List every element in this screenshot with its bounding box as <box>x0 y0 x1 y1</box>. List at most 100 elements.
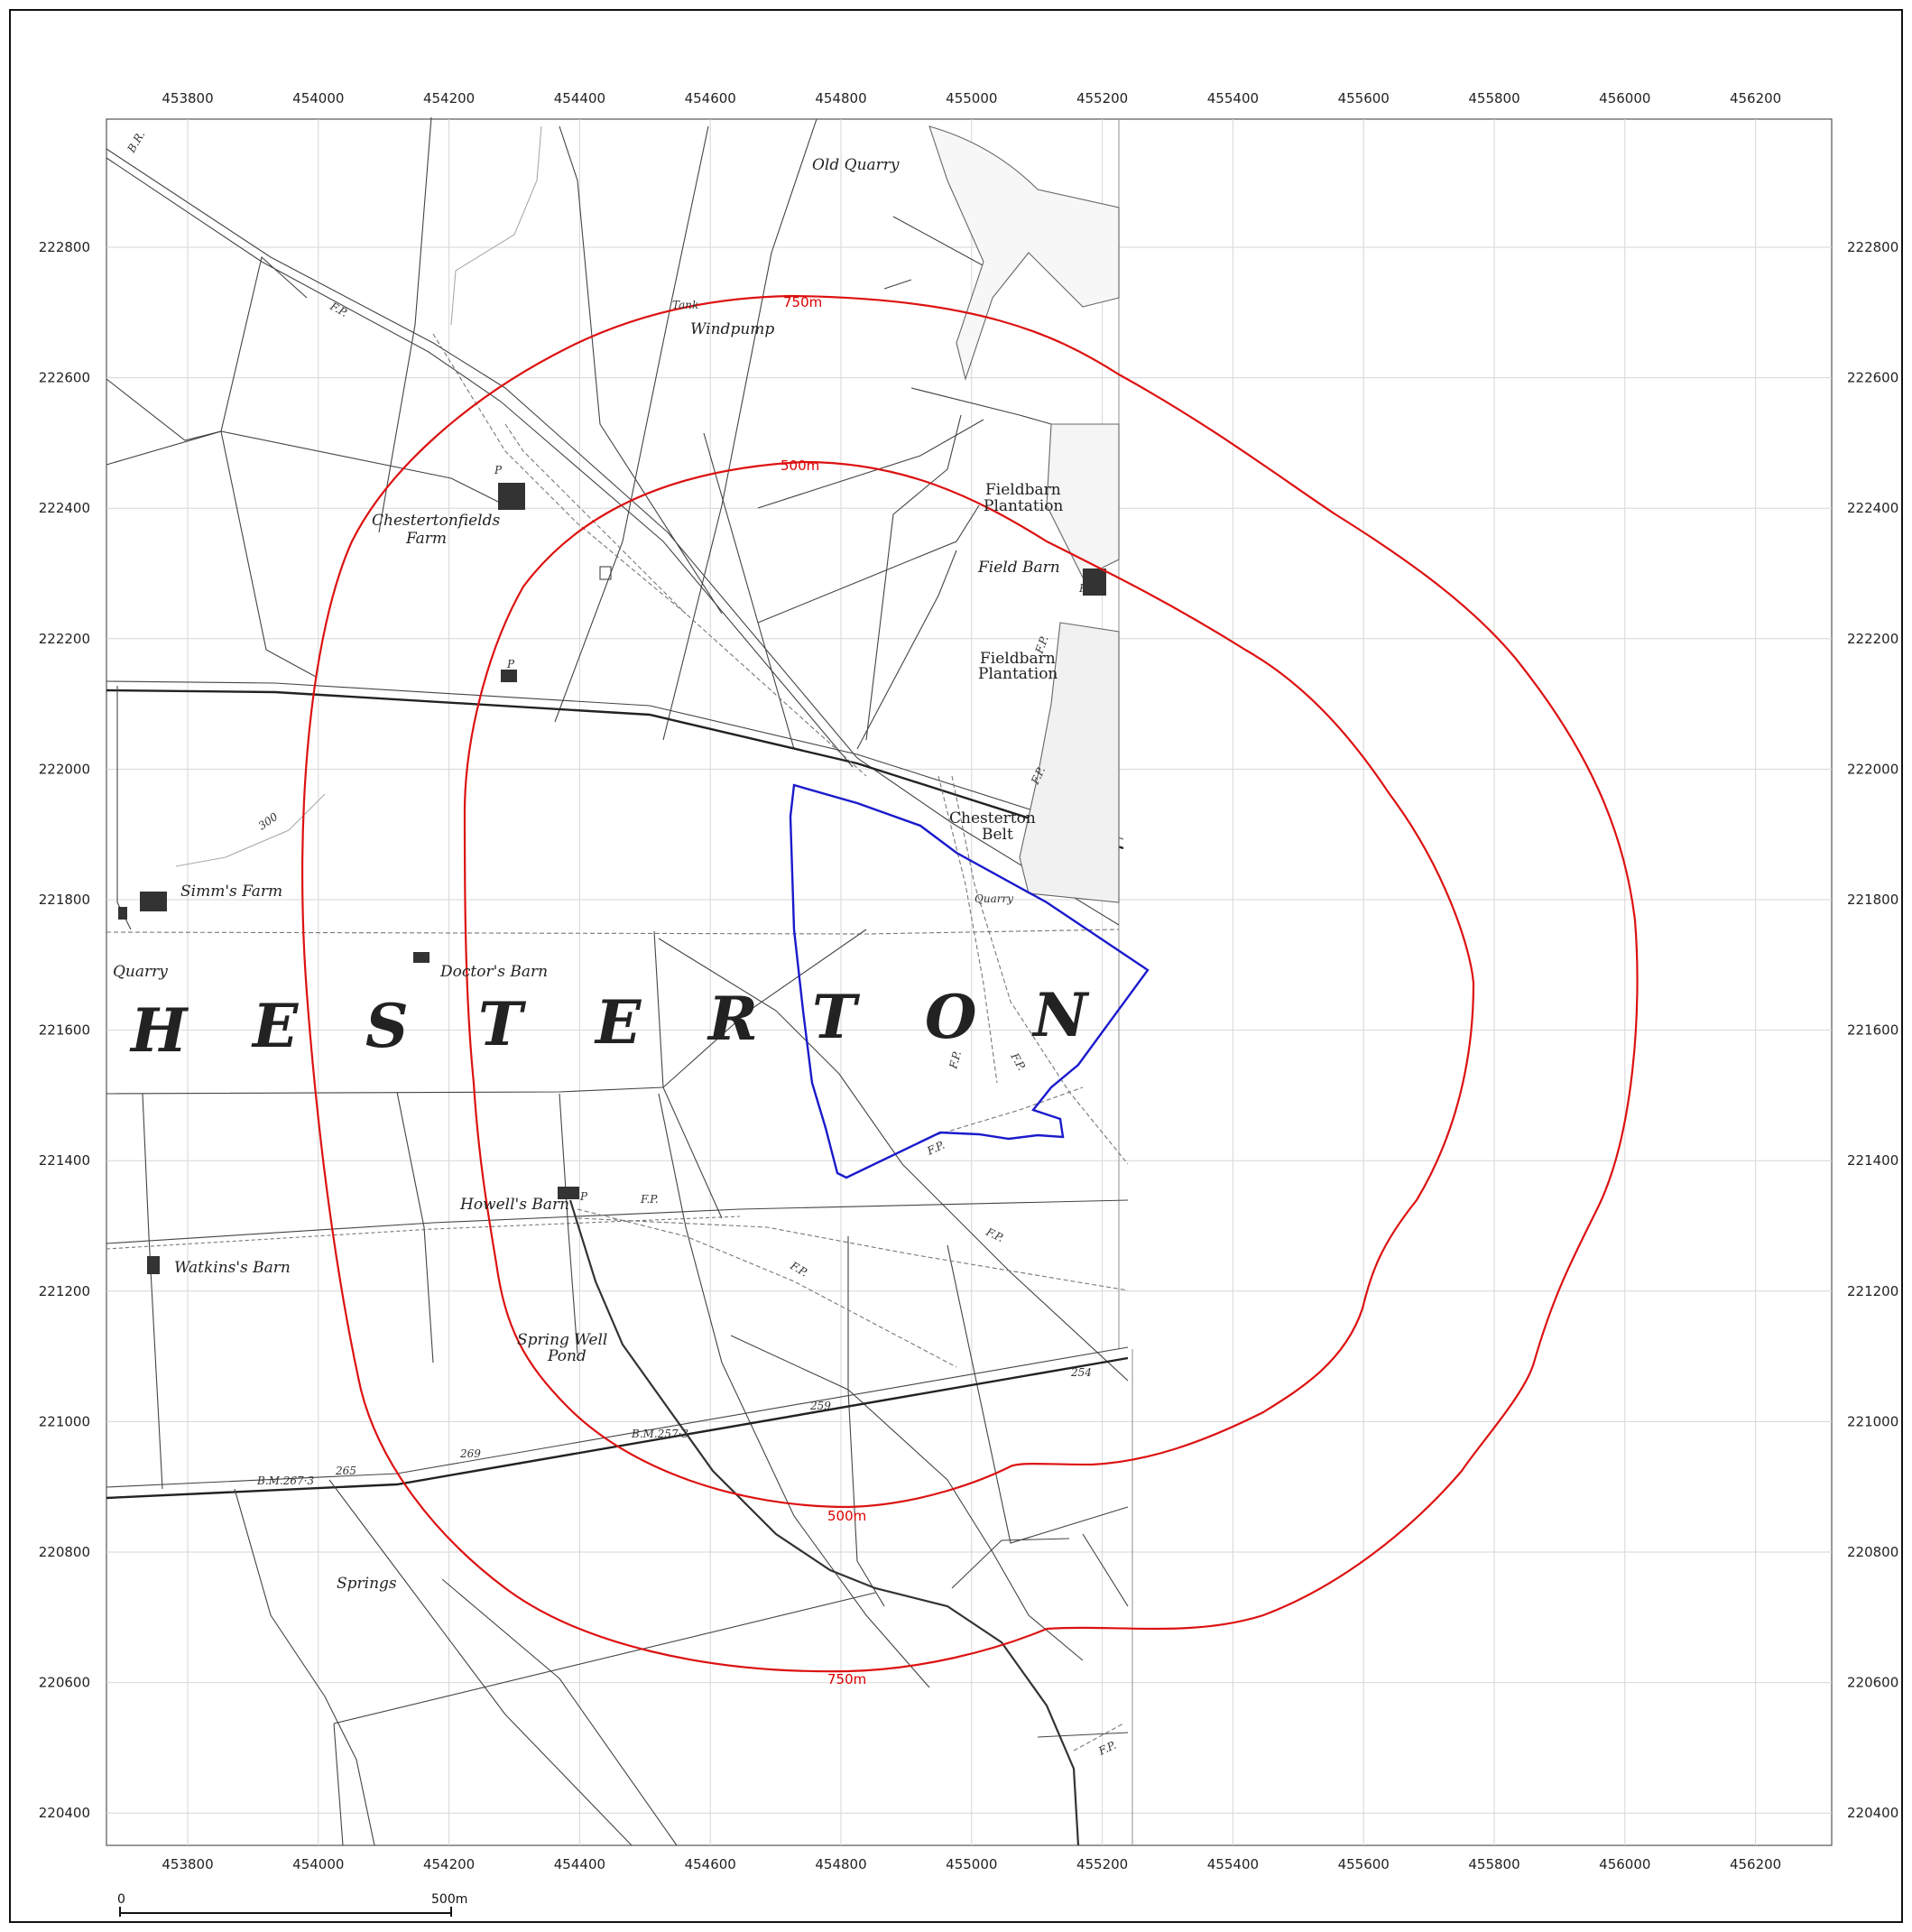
label-quarry: Quarry <box>113 963 168 981</box>
label-quarry-small: Quarry <box>974 892 1013 905</box>
label-fp: F.P. <box>640 1193 659 1206</box>
y-tick-label: 222400 <box>39 500 90 516</box>
label-p: P <box>1078 582 1087 595</box>
label-spot-height: 269 <box>459 1447 481 1460</box>
site-boundary <box>789 783 1150 1179</box>
label-fieldbarn-1: Fieldbarn <box>985 481 1061 499</box>
label-springs: Springs <box>337 1575 397 1593</box>
y-tick-label: 220800 <box>1847 1544 1898 1560</box>
ring-750m <box>300 294 1639 1673</box>
y-tick-label: 221800 <box>39 892 90 908</box>
y-tick-label: 221600 <box>1847 1022 1898 1039</box>
y-tick-label: 222800 <box>1847 239 1898 255</box>
x-tick-label: 456000 <box>1599 1856 1650 1872</box>
place-labels: Old Quarry Tank Windpump Chestertonfield… <box>113 128 1118 1758</box>
y-tick-label: 221200 <box>39 1283 90 1299</box>
x-axis-top-labels: 453800 454000 454200 454400 454600 454800 4550… <box>162 90 1781 106</box>
scale-bar-end: 500m <box>431 1892 467 1907</box>
x-tick-label: 453800 <box>162 90 213 106</box>
x-tick-label: 456200 <box>1730 1856 1781 1872</box>
y-tick-label: 220400 <box>39 1805 90 1821</box>
label-plantation-2: Plantation <box>978 665 1058 683</box>
district-letter: O <box>925 982 977 1052</box>
x-tick-label: 454800 <box>815 90 866 106</box>
x-tick-label: 455200 <box>1076 90 1128 106</box>
ring-750m-label-top: 750m <box>783 294 822 310</box>
scale-bar: 0 500m <box>117 1892 467 1917</box>
y-tick-label: 221200 <box>1847 1283 1898 1299</box>
district-letter: T <box>478 989 527 1059</box>
x-axis-bottom-labels: 453800 454000 454200 454400 454600 454800 4550… <box>162 1856 1781 1872</box>
x-tick-label: 454200 <box>423 1856 475 1872</box>
label-fieldbarn-2: Fieldbarn <box>980 650 1056 668</box>
district-letter: N <box>1031 980 1090 1050</box>
district-name: H E S T E R T O N <box>129 980 1090 1066</box>
y-tick-label: 222000 <box>39 761 90 777</box>
scale-bar-start: 0 <box>117 1892 125 1907</box>
label-plantation-1: Plantation <box>984 497 1063 515</box>
label-pond: Pond <box>547 1347 587 1365</box>
x-tick-label: 455600 <box>1338 1856 1390 1872</box>
district-letter: T <box>812 982 861 1052</box>
label-simms-farm: Simm's Farm <box>180 883 282 901</box>
y-tick-label: 222000 <box>1847 761 1898 777</box>
y-tick-label: 221000 <box>1847 1413 1898 1429</box>
y-axis-right-labels: 222800 222600 222400 222200 222000 221800 2216… <box>1847 239 1898 1821</box>
label-old-quarry: Old Quarry <box>812 156 900 174</box>
label-benchmark: B.M.257·3 <box>631 1428 688 1440</box>
ring-750m-label-bottom: 750m <box>827 1671 866 1687</box>
label-farm: Farm <box>405 530 447 548</box>
map-frame <box>9 9 1903 1923</box>
label-spot-height: 254 <box>1070 1366 1092 1379</box>
district-letter: S <box>365 991 409 1061</box>
district-letter: H <box>129 995 189 1066</box>
label-field-barn: Field Barn <box>977 559 1060 577</box>
label-howells-barn: Howell's Barn <box>459 1196 569 1214</box>
x-tick-label: 455800 <box>1468 90 1519 106</box>
x-tick-label: 454000 <box>292 90 344 106</box>
x-tick-label: 454200 <box>423 90 475 106</box>
x-tick-label: 455800 <box>1468 1856 1519 1872</box>
y-tick-label: 220600 <box>39 1675 90 1691</box>
x-tick-label: 456200 <box>1730 90 1781 106</box>
y-tick-label: 221800 <box>1847 892 1898 908</box>
x-tick-label: 455000 <box>946 90 997 106</box>
label-fp: F.P. <box>947 1049 964 1071</box>
label-p: P <box>494 464 503 476</box>
label-watkins-barn: Watkins's Barn <box>174 1259 291 1277</box>
district-letter: R <box>707 984 758 1054</box>
y-tick-label: 221000 <box>39 1413 90 1429</box>
label-windpump: Windpump <box>690 320 774 338</box>
label-chesterton: Chesterton <box>949 809 1036 827</box>
x-tick-label: 455200 <box>1076 1856 1128 1872</box>
label-tank: Tank <box>672 299 698 311</box>
y-tick-label: 221400 <box>1847 1152 1898 1169</box>
label-spot-height: 265 <box>335 1465 356 1477</box>
x-tick-label: 454600 <box>685 90 736 106</box>
label-p: P <box>579 1190 588 1203</box>
x-tick-label: 454600 <box>685 1856 736 1872</box>
ring-500m <box>463 460 1475 1509</box>
x-tick-label: 455400 <box>1207 1856 1259 1872</box>
y-tick-label: 220400 <box>1847 1805 1898 1821</box>
buffer-rings <box>300 294 1639 1673</box>
y-tick-label: 222600 <box>39 370 90 386</box>
label-spot-height: 259 <box>809 1400 831 1412</box>
label-benchmark: B.M.267·3 <box>256 1474 314 1487</box>
x-tick-label: 456000 <box>1599 90 1650 106</box>
y-tick-label: 220800 <box>39 1544 90 1560</box>
y-tick-label: 222600 <box>1847 370 1898 386</box>
map-panel <box>106 118 1833 1846</box>
y-tick-label: 221400 <box>39 1152 90 1169</box>
x-tick-label: 455000 <box>946 1856 997 1872</box>
label-chestertonfields: Chestertonfields <box>372 512 500 530</box>
x-tick-label: 453800 <box>162 1856 213 1872</box>
x-tick-label: 455400 <box>1207 90 1259 106</box>
coordinate-grid <box>106 119 1832 1845</box>
district-letter: E <box>251 991 300 1061</box>
y-tick-label: 220600 <box>1847 1675 1898 1691</box>
x-tick-label: 455600 <box>1338 90 1390 106</box>
x-tick-label: 454000 <box>292 1856 344 1872</box>
label-p: P <box>506 658 515 670</box>
